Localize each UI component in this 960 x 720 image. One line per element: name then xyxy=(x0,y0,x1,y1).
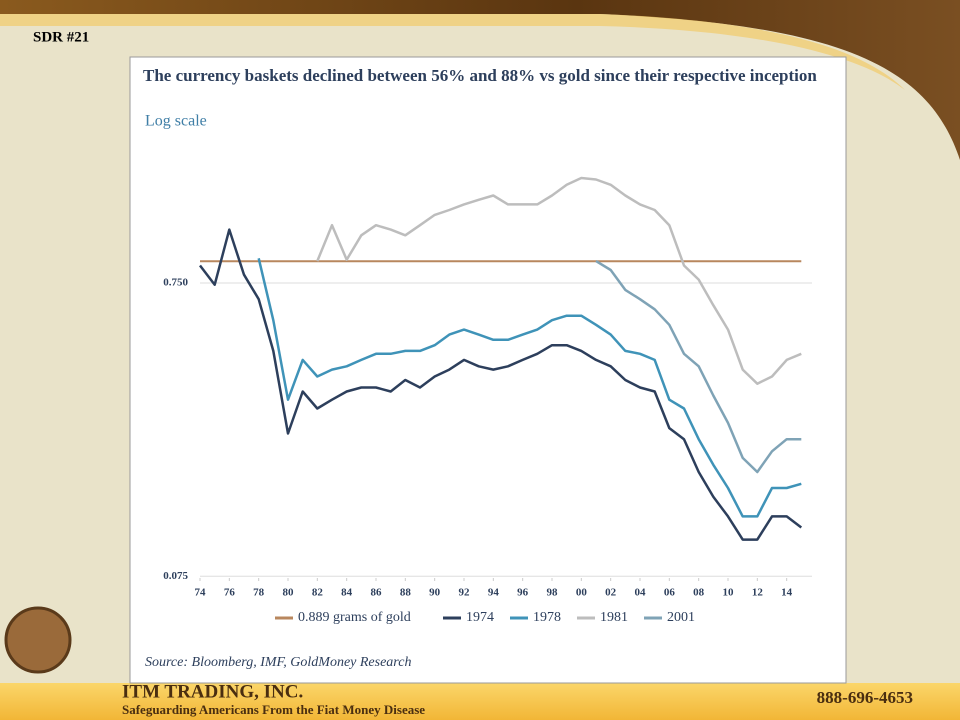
x-tick-label: 78 xyxy=(253,587,265,599)
chart-title: The currency baskets declined between 56… xyxy=(143,66,817,85)
slide-label: SDR #21 xyxy=(33,29,89,45)
legend-label: 1978 xyxy=(533,610,561,625)
x-tick-label: 10 xyxy=(723,587,735,599)
series-line xyxy=(199,228,803,541)
x-tick-label: 02 xyxy=(605,587,617,599)
x-tick-label: 86 xyxy=(371,587,383,599)
x-tick-label: 14 xyxy=(781,587,793,599)
x-tick-label: 04 xyxy=(635,587,647,599)
x-tick-label: 80 xyxy=(283,587,295,599)
y-tick-label: 0.750 xyxy=(163,276,188,288)
legend-label: 1974 xyxy=(466,610,494,625)
x-tick-label: 98 xyxy=(547,587,559,599)
x-tick-label: 74 xyxy=(195,587,207,599)
chart-title-box: The currency baskets declined between 56… xyxy=(143,66,817,85)
x-tick-label: 12 xyxy=(752,587,764,599)
series-line xyxy=(595,260,802,474)
top-band xyxy=(0,0,960,160)
top-stripe xyxy=(0,14,905,90)
globe-icon xyxy=(4,606,72,674)
x-tick-label: 94 xyxy=(488,587,500,599)
phone: 888-696-4653 xyxy=(817,688,913,707)
x-tick-label: 90 xyxy=(429,587,441,599)
legend-label: 1981 xyxy=(600,610,628,625)
legend-label: 0.889 grams of gold xyxy=(298,610,411,625)
series-line xyxy=(257,258,802,518)
x-tick-label: 08 xyxy=(693,587,705,599)
x-tick-label: 82 xyxy=(312,587,324,599)
x-tick-label: 88 xyxy=(400,587,412,599)
chart-source: Source: Bloomberg, IMF, GoldMoney Resear… xyxy=(145,655,411,670)
x-tick-label: 06 xyxy=(664,587,676,599)
tagline: Safeguarding Americans From the Fiat Mon… xyxy=(122,702,425,717)
x-tick-label: 96 xyxy=(517,587,529,599)
bottom-band xyxy=(0,683,960,720)
x-tick-label: 84 xyxy=(341,587,353,599)
chart-panel xyxy=(129,56,847,684)
y-tick-label: 0.075 xyxy=(163,570,188,582)
legend-label: 2001 xyxy=(667,610,695,625)
company-name: ITM TRADING, INC. xyxy=(122,681,303,702)
chart-subtitle: Log scale xyxy=(145,113,207,130)
x-tick-label: 00 xyxy=(576,587,588,599)
x-tick-label: 76 xyxy=(224,587,236,599)
x-tick-label: 92 xyxy=(459,587,471,599)
series-line xyxy=(316,176,802,385)
